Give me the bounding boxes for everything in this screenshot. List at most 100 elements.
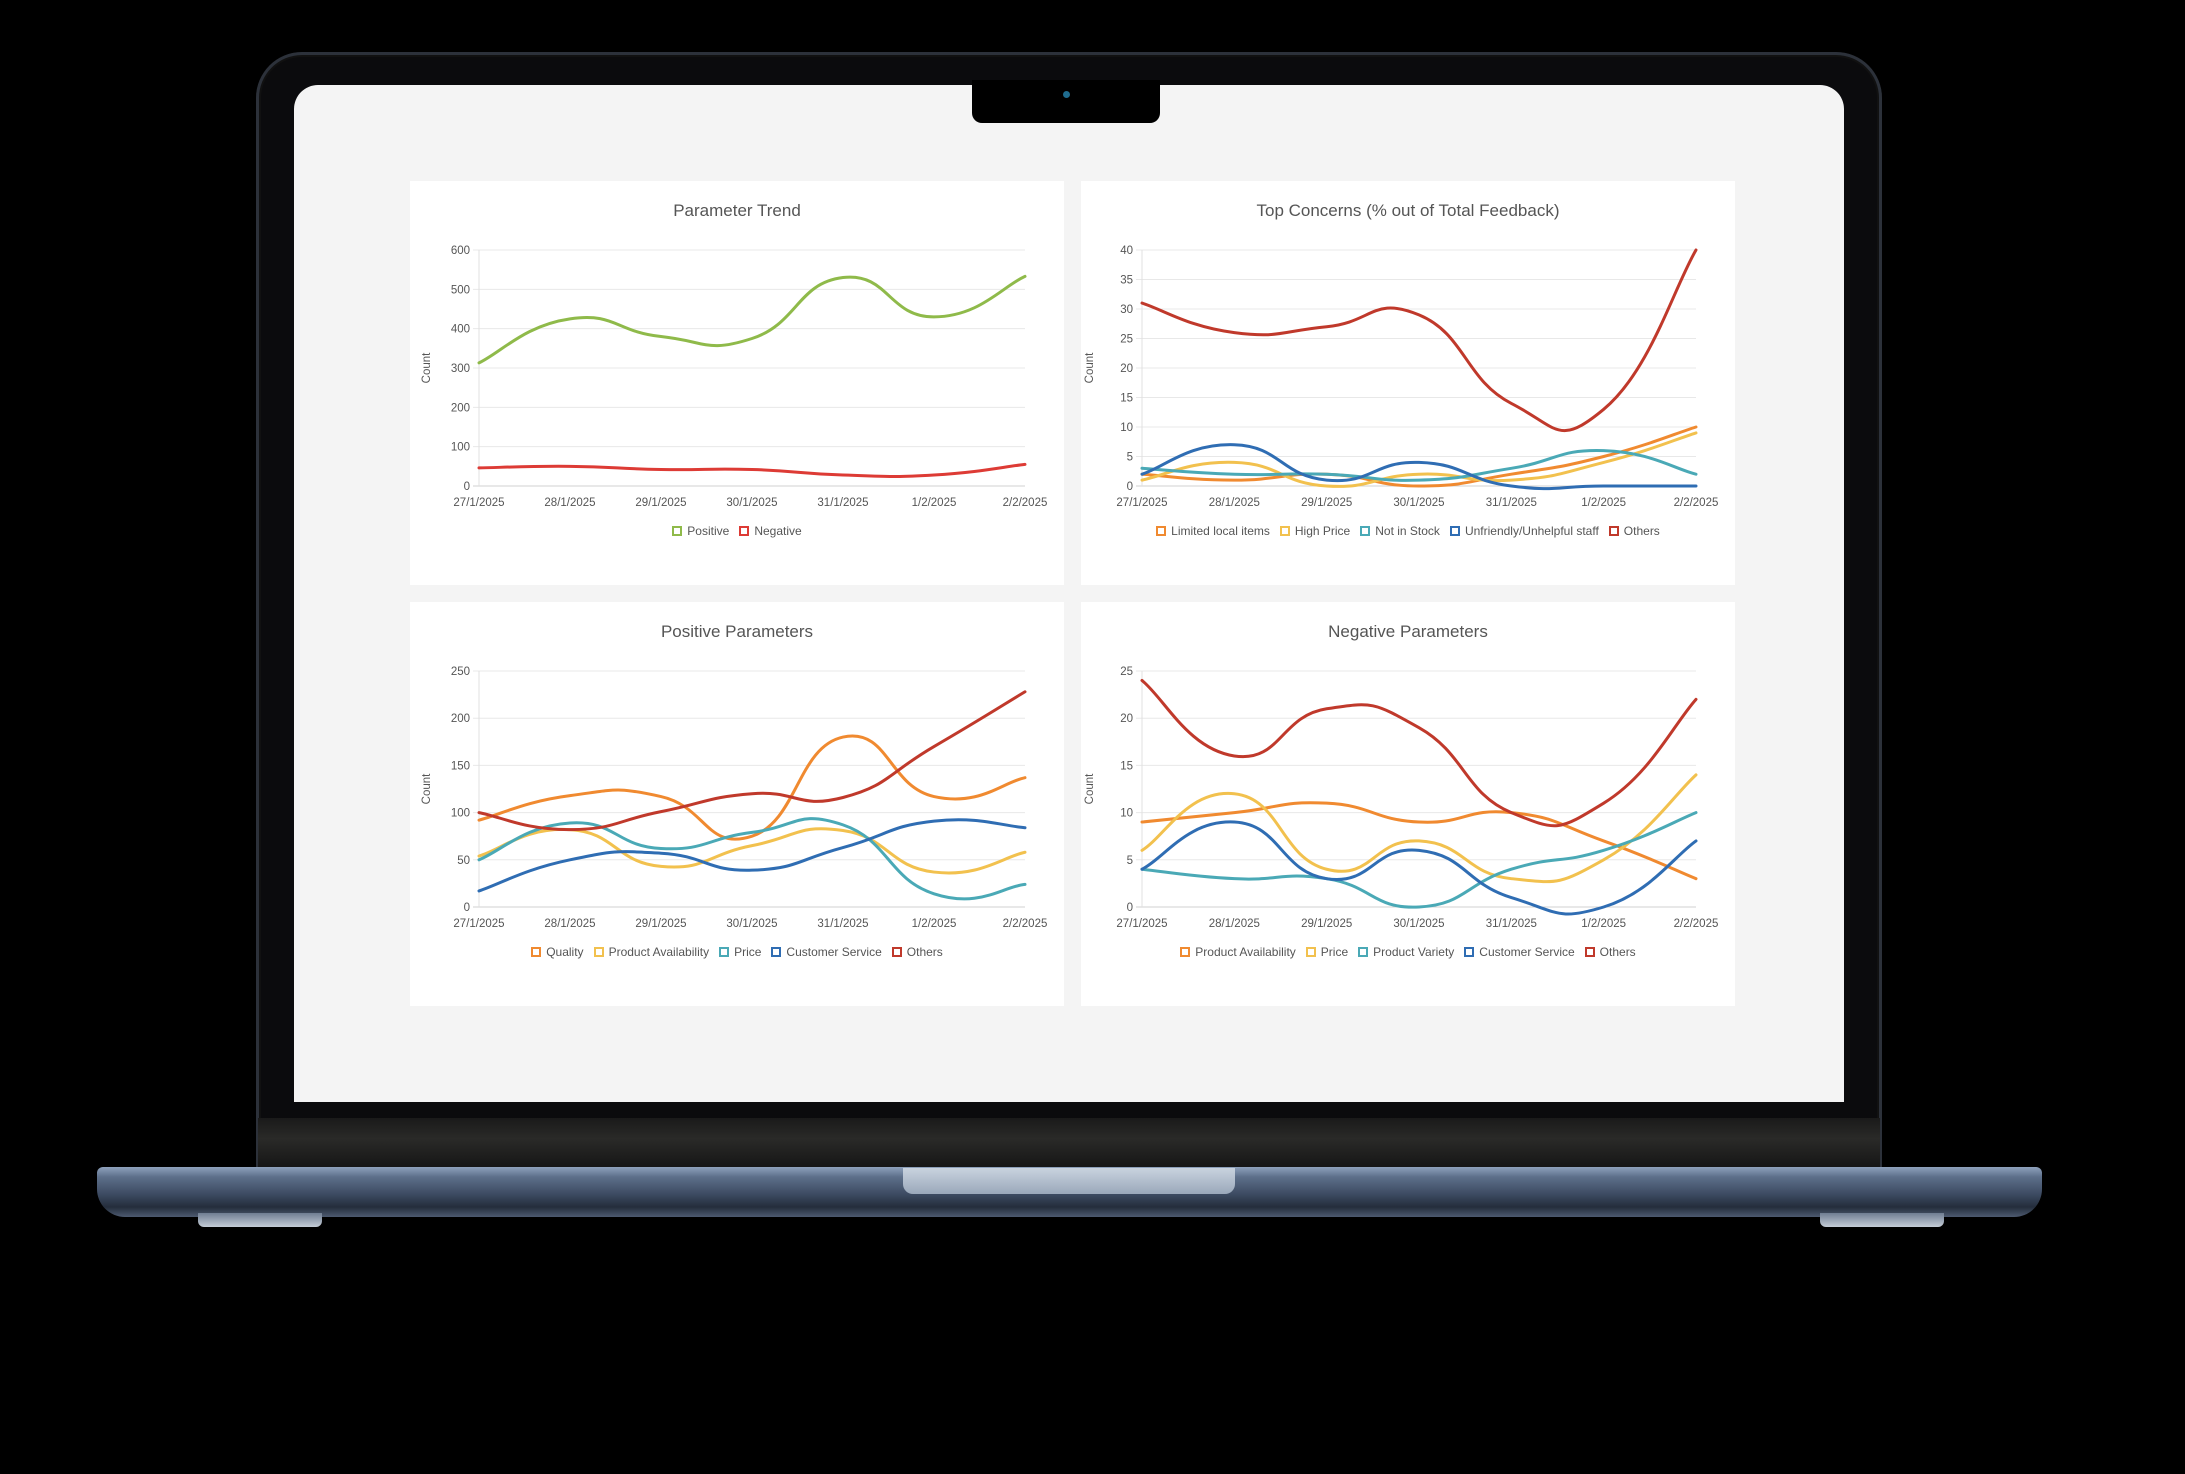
- legend-item[interactable]: Not in Stock: [1360, 524, 1440, 538]
- laptop-chin: [258, 1118, 1880, 1170]
- legend-item[interactable]: Others: [891, 945, 943, 959]
- chart-title: Top Concerns (% out of Total Feedback): [1256, 201, 1560, 220]
- series-line[interactable]: [477, 818, 1027, 893]
- series-line[interactable]: [1140, 449, 1698, 482]
- chart-title: Positive Parameters: [660, 622, 814, 641]
- legend-swatch-icon: [1584, 947, 1595, 957]
- legend-item[interactable]: Product Availability: [1180, 945, 1296, 959]
- x-tick-label: 1/2/2025: [1581, 918, 1626, 930]
- x-tick-label: 31/1/2025: [1486, 497, 1537, 509]
- camera-icon: [1063, 91, 1070, 98]
- legend-item[interactable]: Product Variety: [1358, 945, 1454, 959]
- y-tick-label: 10: [1120, 422, 1133, 434]
- line-chart-svg[interactable]: 0 5 10 15 20 25 27/1/2025 28/1/2025 29/1/2025 30/…: [1081, 602, 1735, 1006]
- x-tick-label: 30/1/2025: [726, 918, 777, 930]
- legend-swatch-icon: [1360, 526, 1371, 536]
- y-tick-label: 150: [451, 760, 470, 772]
- series-line[interactable]: [1140, 811, 1698, 909]
- series-line[interactable]: [1140, 443, 1698, 491]
- x-tick-label: 2/2/2025: [1674, 918, 1719, 930]
- x-tick-label: 1/2/2025: [1581, 497, 1626, 509]
- y-tick-label: 100: [451, 808, 470, 820]
- legend-swatch-icon: [1305, 947, 1316, 957]
- y-tick-label: 600: [451, 245, 470, 257]
- y-axis-label: Count: [421, 773, 433, 804]
- x-tick-label: 28/1/2025: [544, 918, 595, 930]
- legend-label: Negative: [754, 524, 802, 538]
- legend-swatch-icon: [1464, 947, 1475, 957]
- series-line[interactable]: [1140, 678, 1698, 828]
- legend-swatch-icon: [1156, 526, 1167, 536]
- laptop-hinge-notch: [903, 1168, 1235, 1194]
- x-tick-label: 27/1/2025: [453, 918, 504, 930]
- x-tick-label: 28/1/2025: [544, 497, 595, 509]
- camera-notch: [972, 80, 1160, 123]
- legend-swatch-icon: [531, 947, 542, 957]
- series-line[interactable]: [1140, 773, 1698, 884]
- series-line[interactable]: [1140, 801, 1698, 881]
- chart-legend: Quality Product Availability Price Customer…: [410, 945, 1064, 960]
- series-line[interactable]: [1140, 431, 1698, 488]
- legend-swatch-icon: [1358, 947, 1369, 957]
- legend-item[interactable]: Price: [1305, 945, 1349, 959]
- y-tick-label: 20: [1120, 713, 1133, 725]
- y-tick-label: 200: [451, 402, 470, 414]
- series-line[interactable]: [477, 274, 1027, 365]
- legend-swatch-icon: [739, 526, 750, 536]
- legend-item[interactable]: Positive: [672, 524, 729, 538]
- legend-item[interactable]: Unfriendly/Unhelpful staff: [1449, 524, 1599, 538]
- legend-item[interactable]: Customer Service: [771, 945, 882, 959]
- y-tick-label: 5: [1127, 452, 1133, 464]
- series-line[interactable]: [1140, 425, 1698, 488]
- legend-item[interactable]: Quality: [531, 945, 584, 959]
- chart-title: Negative Parameters: [1328, 622, 1488, 641]
- legend-swatch-icon: [1608, 526, 1619, 536]
- legend-label: Customer Service: [1479, 945, 1575, 959]
- legend-swatch-icon: [593, 947, 604, 957]
- x-tick-label: 29/1/2025: [1301, 497, 1352, 509]
- legend-item[interactable]: Limited local items: [1156, 524, 1270, 538]
- line-chart-svg[interactable]: 0 5 10 15 20 25 30 35 40 27/1/2025 28/1/2025 29/1/2…: [1081, 181, 1735, 585]
- y-tick-label: 30: [1120, 304, 1133, 316]
- y-tick-label: 15: [1120, 760, 1133, 772]
- series-line[interactable]: [1140, 248, 1698, 433]
- legend-item[interactable]: Price: [719, 945, 761, 959]
- legend-item[interactable]: Negative: [739, 524, 802, 538]
- series-line[interactable]: [477, 690, 1027, 832]
- legend-label: Product Availability: [1195, 945, 1296, 959]
- legend-label: Positive: [687, 524, 730, 538]
- x-tick-label: 30/1/2025: [1393, 918, 1444, 930]
- y-tick-label: 0: [1127, 481, 1133, 493]
- line-chart-svg[interactable]: 0 50 100 150 200 250 27/1/2025 28/1/2025 29/1/20…: [410, 602, 1064, 1006]
- legend-swatch-icon: [1449, 526, 1460, 536]
- x-tick-label: 31/1/2025: [817, 497, 868, 509]
- y-axis-label: Count: [1084, 352, 1096, 383]
- legend-item[interactable]: High Price: [1279, 524, 1350, 538]
- x-tick-label: 31/1/2025: [817, 918, 868, 930]
- line-chart-svg[interactable]: 0 100 200 300 400 500 600 27/1/2025 28/1/2025 29/…: [410, 181, 1064, 585]
- legend-label: Price: [734, 945, 762, 959]
- y-axis-label: Count: [421, 352, 433, 383]
- x-tick-label: 2/2/2025: [1003, 918, 1048, 930]
- y-tick-label: 0: [464, 481, 470, 493]
- chart-card-parameter-trend: Parameter Trend 0 100 200 300 400 500 600 27/1/…: [410, 181, 1064, 585]
- chart-legend: Limited local items High Price Not in Stoc…: [1081, 524, 1735, 539]
- legend-item[interactable]: Product Availability: [593, 945, 709, 959]
- series-line[interactable]: [477, 462, 1027, 479]
- y-tick-label: 0: [464, 902, 470, 914]
- legend-swatch-icon: [672, 526, 683, 536]
- x-tick-label: 27/1/2025: [1116, 918, 1167, 930]
- chart-card-negative-parameters: Negative Parameters 0 5 10 15 20 25 27/1/2025 2…: [1081, 602, 1735, 1006]
- series-line[interactable]: [477, 817, 1027, 901]
- legend-label: Limited local items: [1171, 524, 1270, 538]
- legend-label: Price: [1320, 945, 1349, 959]
- legend-item[interactable]: Customer Service: [1464, 945, 1575, 959]
- legend-item[interactable]: Others: [1608, 524, 1660, 538]
- chart-legend: Product Availability Price Product Variety…: [1081, 945, 1735, 960]
- legend-item[interactable]: Others: [1584, 945, 1636, 959]
- y-tick-label: 15: [1120, 393, 1133, 405]
- series-line[interactable]: [1140, 820, 1698, 916]
- x-tick-label: 30/1/2025: [726, 497, 777, 509]
- y-tick-label: 25: [1120, 334, 1133, 346]
- y-tick-label: 20: [1120, 363, 1133, 375]
